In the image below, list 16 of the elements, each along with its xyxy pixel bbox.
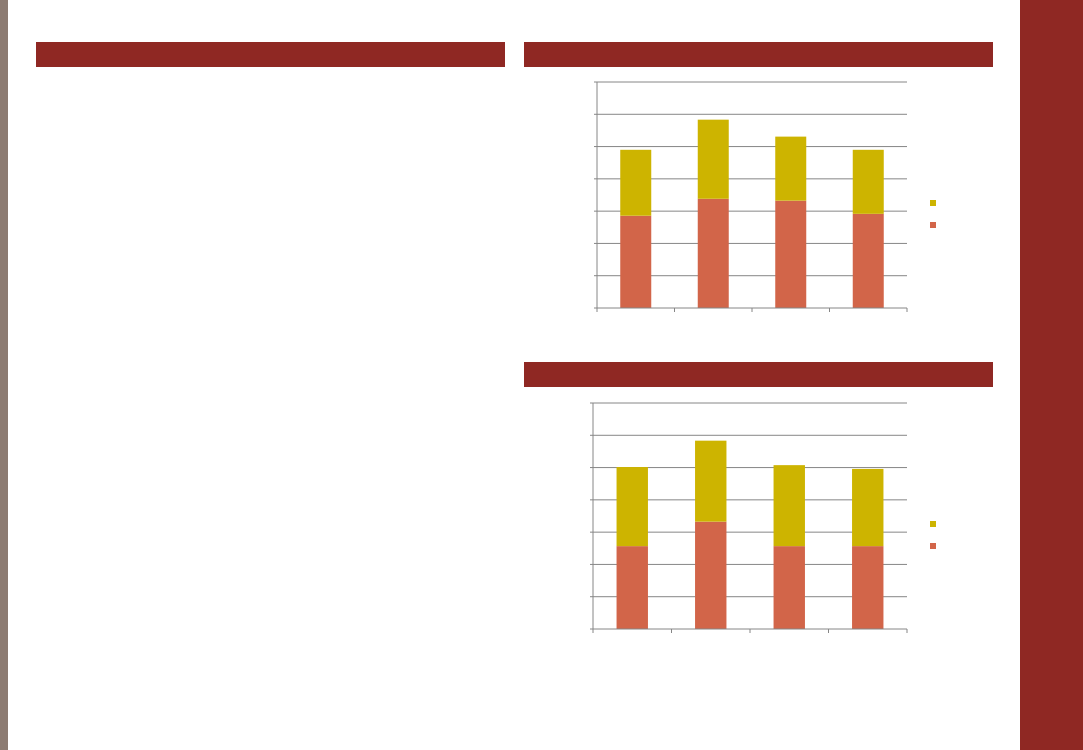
bar (852, 149, 884, 214)
bar (620, 215, 652, 308)
bar (697, 198, 729, 308)
bar (775, 136, 807, 201)
bar (775, 200, 807, 308)
bar (616, 467, 648, 547)
bar (773, 465, 805, 547)
bar (695, 440, 727, 522)
bar (773, 546, 805, 629)
bar (852, 546, 884, 629)
bar (852, 213, 884, 308)
bar (697, 119, 729, 199)
bar (852, 468, 884, 547)
bar (695, 521, 727, 629)
bar (616, 546, 648, 629)
bar (620, 149, 652, 216)
